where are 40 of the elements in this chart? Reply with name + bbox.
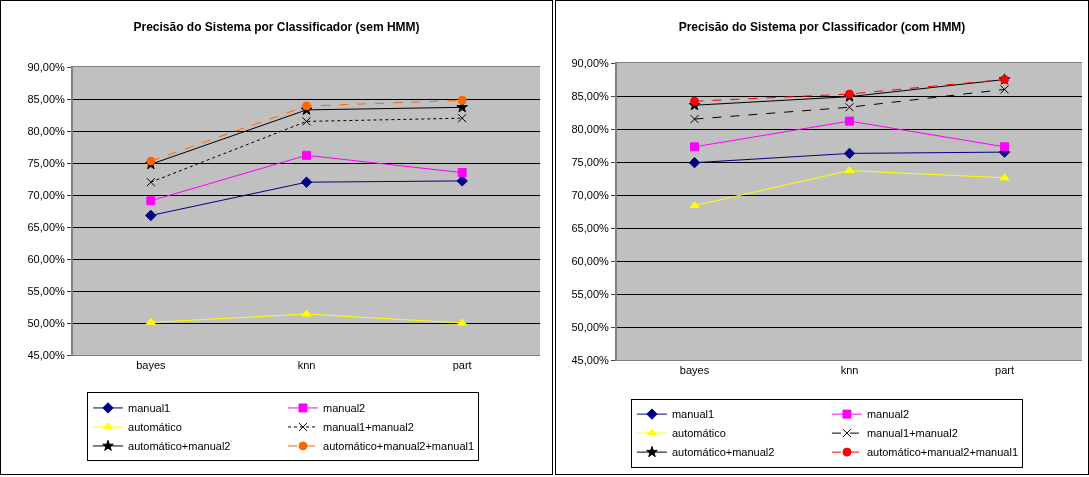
y-tick-label: 50,00% [571,320,610,333]
legend-label: automático+manual2+manual1 [323,440,475,453]
x-tick-label: bayes [136,359,166,372]
y-tick-label: 50,00% [27,316,66,329]
y-tick-label: 85,00% [27,92,66,105]
chart-title: Precisão do Sistema por Classificador (sem HMM) [133,19,420,34]
chart-title: Precisão do Sistema por Classificador (com HMM) [678,19,966,34]
legend-label: manual1 [128,402,171,415]
x-tick-label: bayes [679,364,710,377]
y-tick-label: 85,00% [571,89,610,102]
y-tick-label: 55,00% [571,287,610,300]
legend-label: manual1+manual2 [866,427,958,440]
x-tick-label: part [995,364,1014,377]
legend-label: automático [671,427,726,440]
legend-label: manual1 [671,408,715,421]
y-tick-label: 45,00% [571,353,610,366]
legend-label: manual2 [323,402,366,415]
y-tick-label: 90,00% [27,60,66,73]
legend-label: manual1+manual2 [323,421,414,434]
y-tick-label: 80,00% [27,124,66,137]
y-tick-label: 80,00% [571,122,610,135]
y-tick-label: 90,00% [571,56,610,69]
y-tick-label: 60,00% [571,254,610,267]
legend-label: automático [128,421,182,434]
y-tick-label: 45,00% [27,348,66,361]
legend-label: automático+manual2+manual1 [866,446,1018,459]
x-tick-label: part [452,359,472,372]
y-tick-label: 55,00% [27,284,66,297]
x-tick-label: knn [297,359,316,372]
y-tick-label: 70,00% [27,188,66,201]
y-tick-label: 75,00% [27,156,66,169]
y-tick-label: 75,00% [571,155,610,168]
x-tick-label: knn [840,364,859,377]
legend-label: automático+manual2 [671,446,775,459]
y-tick-label: 70,00% [571,188,610,201]
legend-label: manual2 [866,408,910,421]
y-tick-label: 65,00% [571,221,610,234]
y-tick-label: 65,00% [27,220,66,233]
y-tick-label: 60,00% [27,252,66,265]
legend-label: automático+manual2 [128,440,231,453]
